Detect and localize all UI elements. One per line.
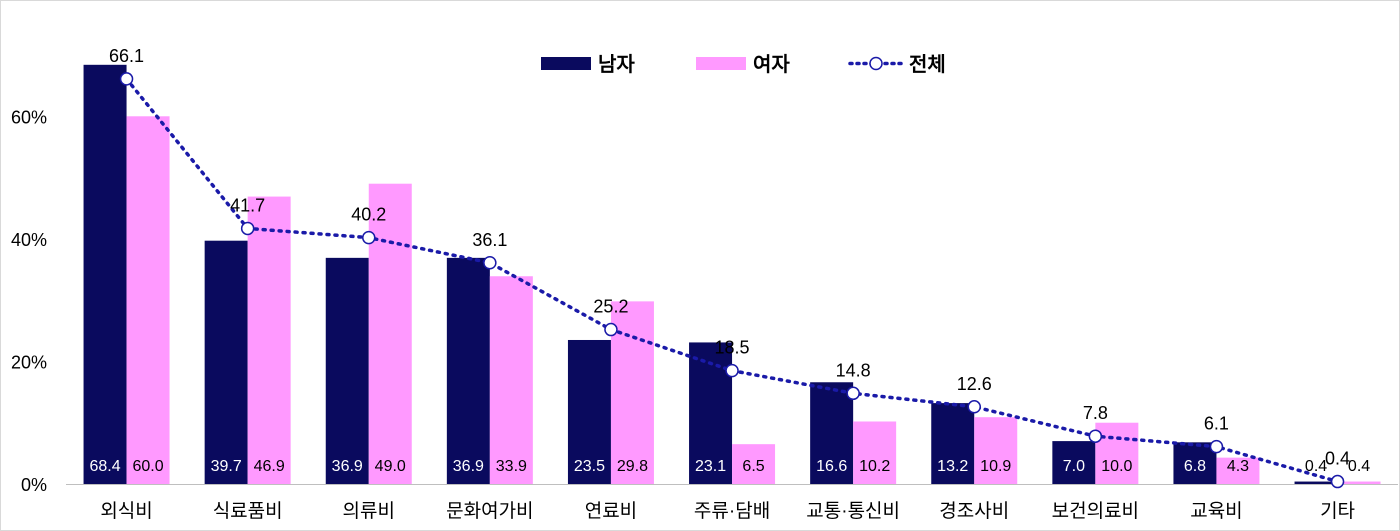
total-value-label: 6.1 xyxy=(1204,414,1229,434)
category-label: 교육비 xyxy=(1190,500,1242,522)
x-axis: 외식비 식료품비 의류비 문화여가비 연료비 주류·담배 교통·통신비 경조사비 보건의료비 교육… xyxy=(100,500,1355,522)
bar-label-female: 60.0 xyxy=(132,458,163,475)
bar-label-male: 23.1 xyxy=(695,458,726,475)
bar-labels-group: 68.4 60.0 39.7 46.9 36.9 49.0 36.9 33.9 23.5 29.8… xyxy=(89,458,1370,475)
bar-label-female: 4.3 xyxy=(1227,458,1249,475)
bar-label-female: 10.0 xyxy=(1101,458,1132,475)
total-marker xyxy=(1330,474,1345,489)
bar-male xyxy=(204,240,248,484)
legend-label-female: 여자 xyxy=(753,53,790,76)
total-value-label: 0.4 xyxy=(1325,449,1350,469)
category-label: 외식비 xyxy=(100,500,152,522)
bar-label-male: 68.4 xyxy=(89,458,120,475)
bar-male xyxy=(810,382,854,484)
bar-female xyxy=(368,183,412,484)
total-value-label: 12.6 xyxy=(957,374,992,394)
total-value-label: 18.5 xyxy=(715,338,750,358)
bar-male xyxy=(83,64,127,484)
bar-label-female: 33.9 xyxy=(496,458,527,475)
bar-female xyxy=(247,196,291,484)
legend-label-total: 전체 xyxy=(909,53,946,76)
category-label: 의류비 xyxy=(343,500,395,522)
legend-marker-total xyxy=(869,56,883,71)
bars-group xyxy=(83,64,1381,485)
bar-label-female: 49.0 xyxy=(375,458,406,475)
y-tick-label: 20% xyxy=(11,352,47,372)
total-marker xyxy=(604,322,618,337)
total-marker xyxy=(240,221,255,236)
legend-swatch-male xyxy=(541,57,591,70)
bar-label-female: 46.9 xyxy=(254,458,285,475)
total-marker xyxy=(362,230,376,245)
bar-female xyxy=(853,421,897,484)
bar-female xyxy=(126,116,170,485)
total-marker xyxy=(1209,439,1224,454)
bar-male xyxy=(567,339,611,484)
category-label: 경조사비 xyxy=(939,500,1009,522)
legend-label-male: 남자 xyxy=(598,53,635,76)
total-marker xyxy=(119,72,134,86)
total-value-label: 41.7 xyxy=(230,195,265,215)
bar-female xyxy=(974,417,1018,484)
bar-female xyxy=(1095,422,1139,484)
y-tick-label: 0% xyxy=(21,475,47,495)
bar-female xyxy=(732,444,776,484)
total-marker xyxy=(846,386,860,401)
bar-label-male: 36.9 xyxy=(453,458,484,475)
bar-male xyxy=(1173,442,1217,484)
bar-label-male: 7.0 xyxy=(1063,458,1085,475)
bar-label-male: 23.5 xyxy=(574,458,605,475)
category-label: 연료비 xyxy=(585,500,637,522)
bar-label-male: 6.8 xyxy=(1184,458,1206,475)
bar-male xyxy=(325,257,369,484)
bar-female xyxy=(489,276,533,484)
bar-male xyxy=(1052,441,1096,484)
bar-male xyxy=(689,342,733,484)
bar-label-male: 16.6 xyxy=(816,458,847,475)
total-line-group: 66.1 41.7 40.2 36.1 25.2 18.5 14.8 12.6 7.8 6.1 0.… xyxy=(109,46,1350,489)
y-tick-label: 40% xyxy=(11,230,47,250)
total-value-label: 14.8 xyxy=(836,360,871,380)
category-label: 주류·담배 xyxy=(694,500,770,522)
bar-male xyxy=(1294,481,1338,484)
y-axis: 0% 20% 40% 60% xyxy=(11,107,47,495)
category-label: 보건의료비 xyxy=(1052,500,1139,522)
bar-label-male: 36.9 xyxy=(332,458,363,475)
bar-male xyxy=(446,257,490,484)
bar-label-male: 39.7 xyxy=(211,458,242,475)
bar-female xyxy=(1337,481,1381,484)
total-value-label: 7.8 xyxy=(1083,403,1108,423)
total-marker xyxy=(967,400,981,414)
total-marker xyxy=(725,363,739,378)
bar-label-male: 0.4 xyxy=(1305,458,1327,475)
bar-male xyxy=(931,403,975,484)
category-label: 식료품비 xyxy=(213,500,283,522)
bar-label-female: 10.9 xyxy=(980,458,1011,475)
category-label: 교통·통신비 xyxy=(806,500,900,522)
total-value-label: 36.1 xyxy=(472,230,507,250)
y-tick-label: 60% xyxy=(11,107,47,127)
total-value-label: 25.2 xyxy=(593,297,628,317)
bar-label-female: 29.8 xyxy=(617,458,648,475)
legend: 남자 여자 전체 xyxy=(541,53,946,76)
legend-swatch-female xyxy=(696,57,746,70)
category-label: 기타 xyxy=(1320,500,1355,522)
total-marker xyxy=(483,256,497,270)
bar-female xyxy=(1216,457,1260,484)
bar-label-female: 10.2 xyxy=(859,458,890,475)
bar-label-female: 6.5 xyxy=(742,458,764,475)
total-value-label: 40.2 xyxy=(351,205,386,225)
category-label: 문화여가비 xyxy=(446,500,533,522)
bar-label-female: 0.4 xyxy=(1348,458,1370,475)
bar-label-male: 13.2 xyxy=(937,458,968,475)
total-marker xyxy=(1088,429,1103,443)
total-value-label: 66.1 xyxy=(109,46,144,66)
